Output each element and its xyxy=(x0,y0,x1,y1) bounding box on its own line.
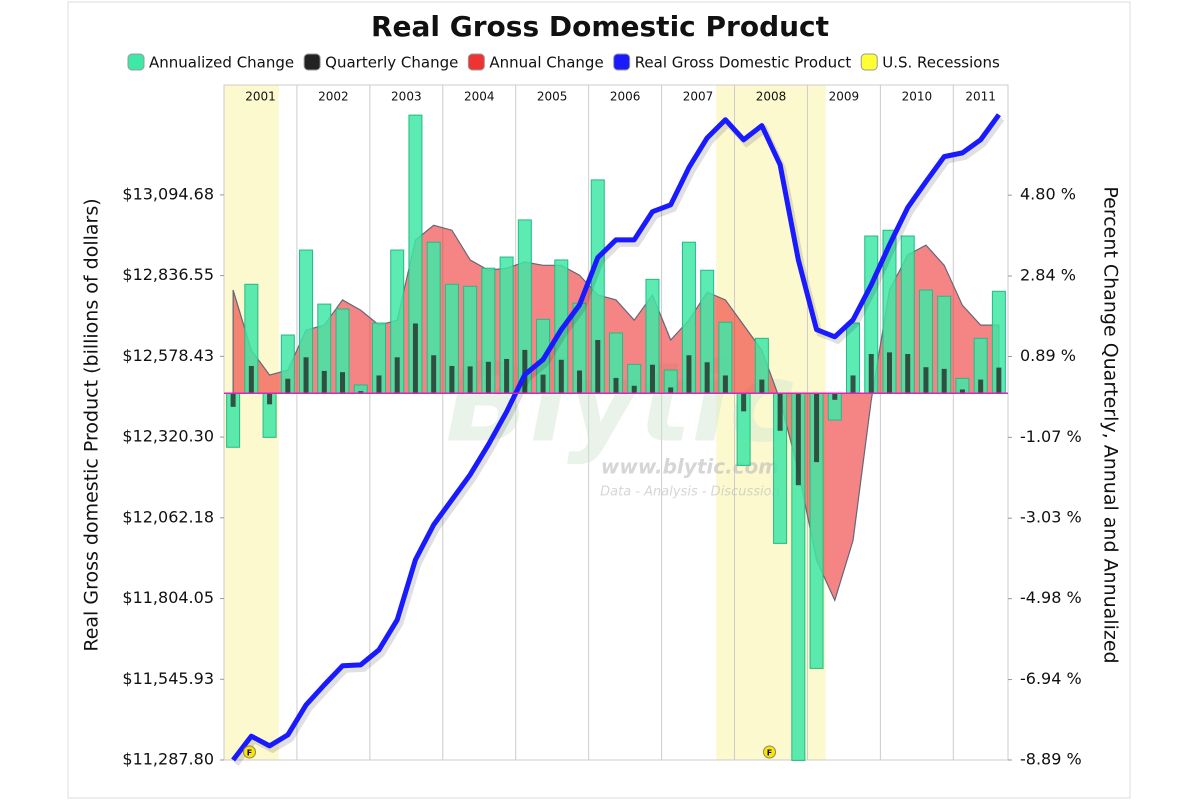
bar xyxy=(449,365,455,394)
bar xyxy=(668,387,674,394)
bar xyxy=(923,367,929,394)
bar xyxy=(412,323,418,394)
y2-tick-label: 4.80 % xyxy=(1020,185,1076,204)
y-tick-label: $12,836.55 xyxy=(122,265,214,284)
bar xyxy=(741,393,747,412)
bar xyxy=(431,355,437,394)
y-tick-label: $11,287.80 xyxy=(122,750,214,769)
bar xyxy=(485,361,491,394)
y2-tick-label: 0.89 % xyxy=(1020,346,1076,365)
watermark-url: www.blytic.com xyxy=(601,455,779,479)
legend: Annualized Change Quarterly Change Annual … xyxy=(127,53,1000,72)
y2-tick-label: -4.98 % xyxy=(1020,588,1082,607)
x-tick-label: 2009 xyxy=(829,90,860,104)
annotation-label: F xyxy=(767,749,772,758)
x-tick-label: 2005 xyxy=(537,90,568,104)
y-tick-label: $13,094.68 xyxy=(122,184,214,203)
x-tick-label: 2001 xyxy=(245,90,276,104)
area xyxy=(232,224,1000,603)
bar xyxy=(540,374,546,394)
y-tick-label: $12,062.18 xyxy=(122,507,214,526)
legend-swatch xyxy=(613,53,631,71)
bar xyxy=(759,379,765,394)
y2-tick-label: -3.03 % xyxy=(1020,508,1082,527)
y2-axis-title: Percent Change Quarterly, Annual and Ann… xyxy=(1100,186,1122,663)
legend-swatch xyxy=(303,53,321,71)
legend-swatch xyxy=(467,53,485,71)
bar xyxy=(285,378,291,394)
line-shadow xyxy=(233,116,1005,766)
bar xyxy=(795,393,801,486)
x-tick-label: 2004 xyxy=(464,90,495,104)
bar xyxy=(814,393,820,463)
x-tick-label: 2007 xyxy=(683,90,714,104)
x-tick-label: 2003 xyxy=(391,90,422,104)
x-tick-label: 2006 xyxy=(610,90,641,104)
legend-swatch xyxy=(127,53,145,71)
bar xyxy=(631,385,637,394)
bar xyxy=(467,366,473,394)
bar xyxy=(905,354,911,394)
y-tick-label: $12,578.43 xyxy=(122,346,214,365)
bar xyxy=(649,364,655,394)
x-tick-label: 2011 xyxy=(965,90,996,104)
bar xyxy=(303,357,309,394)
y-tick-label: $12,320.30 xyxy=(122,427,214,446)
bar xyxy=(340,372,346,394)
bar xyxy=(886,352,892,394)
x-tick-label: 2010 xyxy=(902,90,933,104)
y-tick-label: $11,545.93 xyxy=(122,669,214,688)
legend-swatch xyxy=(860,53,878,71)
bar xyxy=(959,389,965,394)
y2-tick-label: 2.84 % xyxy=(1020,266,1076,285)
legend-label: Real Gross Domestic Product xyxy=(635,54,852,72)
y2-tick-label: -8.89 % xyxy=(1020,750,1082,769)
x-tick-label: 2008 xyxy=(756,90,787,104)
bar xyxy=(248,365,254,394)
bar xyxy=(722,375,728,394)
legend-label: Quarterly Change xyxy=(325,54,458,72)
bar xyxy=(376,375,382,394)
bar xyxy=(267,393,273,405)
bar xyxy=(321,370,327,394)
bar xyxy=(686,355,692,394)
bar xyxy=(868,354,874,394)
line xyxy=(231,113,1001,762)
bar xyxy=(704,362,710,394)
bar xyxy=(832,393,838,400)
y2-tick-label: -1.07 % xyxy=(1020,427,1082,446)
bar xyxy=(504,358,510,394)
bar xyxy=(996,367,1002,394)
annotation-label: F xyxy=(247,749,252,758)
frame xyxy=(67,1,1131,799)
bar xyxy=(595,339,601,394)
bar xyxy=(978,379,984,394)
bar xyxy=(941,368,947,394)
bar xyxy=(230,393,236,407)
legend-label: U.S. Recessions xyxy=(882,54,1000,72)
x-tick-label: 2002 xyxy=(318,90,349,104)
watermark-tagline: Data - Analysis - Discussion xyxy=(600,485,780,500)
bar xyxy=(394,357,400,394)
bar xyxy=(850,375,856,394)
bar xyxy=(358,391,364,394)
legend-label: Annual Change xyxy=(489,54,603,72)
annotation-marker xyxy=(243,745,257,759)
bar xyxy=(558,359,564,394)
bar xyxy=(577,370,583,394)
y-axis-title: Real Gross domestic Product (billions of… xyxy=(81,198,103,651)
annotation-marker xyxy=(763,745,777,759)
legend-label: Annualized Change xyxy=(149,54,294,72)
y-tick-label: $11,804.05 xyxy=(122,588,214,607)
bar xyxy=(613,377,619,394)
chart-title: Real Gross Domestic Product xyxy=(371,10,829,43)
bar xyxy=(777,393,783,431)
y2-tick-label: -6.94 % xyxy=(1020,669,1082,688)
